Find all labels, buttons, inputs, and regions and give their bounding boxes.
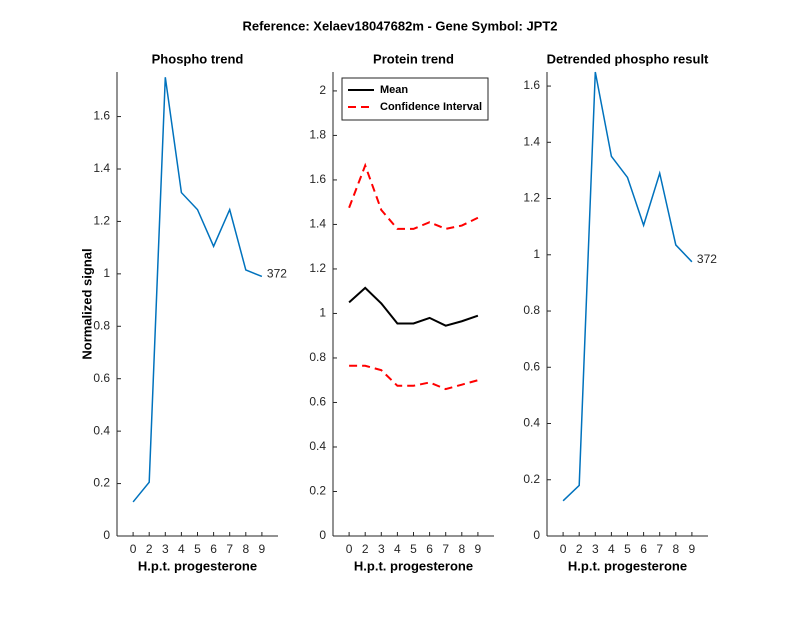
y-tick-label: 0	[319, 528, 326, 542]
x-tick-label: 7	[656, 542, 663, 556]
y-tick-label: 1	[103, 266, 110, 280]
y-tick-label: 1.2	[309, 261, 326, 275]
y-tick-label: 0.8	[309, 350, 326, 364]
x-tick-label: 3	[378, 542, 385, 556]
x-tick-label: 8	[672, 542, 679, 556]
y-tick-label: 0.8	[93, 318, 110, 332]
y-tick-label: 1.4	[93, 161, 110, 175]
axes-title: Protein trend	[373, 51, 454, 66]
y-tick-label: 0.8	[523, 303, 540, 317]
x-tick-label: 4	[608, 542, 615, 556]
x-tick-label: 0	[560, 542, 567, 556]
x-tick-label: 6	[640, 542, 647, 556]
y-tick-label: 0	[533, 528, 540, 542]
legend-label: Mean	[380, 84, 408, 96]
y-tick-label: 1.2	[93, 214, 110, 228]
x-axis-label: H.p.t. progesterone	[354, 558, 473, 573]
y-tick-label: 1.6	[523, 78, 540, 92]
y-tick-label: 2	[319, 83, 326, 97]
y-tick-label: 0.6	[309, 395, 326, 409]
x-tick-label: 9	[259, 542, 266, 556]
x-tick-label: 8	[458, 542, 465, 556]
x-tick-label: 9	[689, 542, 696, 556]
x-tick-label: 2	[362, 542, 369, 556]
axes-title: Phospho trend	[152, 51, 244, 66]
line-series	[349, 364, 479, 391]
line-series	[562, 71, 693, 502]
y-tick-label: 1.2	[523, 191, 540, 205]
axes-title: Detrended phospho result	[547, 51, 709, 66]
legend-label: Confidence Interval	[380, 101, 482, 113]
x-tick-label: 8	[242, 542, 249, 556]
y-tick-label: 1	[319, 306, 326, 320]
annotation: 372	[697, 252, 717, 266]
x-tick-label: 6	[210, 542, 217, 556]
x-tick-label: 4	[178, 542, 185, 556]
x-axis-label: H.p.t. progesterone	[138, 558, 257, 573]
y-tick-label: 1.6	[309, 172, 326, 186]
x-tick-label: 6	[426, 542, 433, 556]
line-series	[348, 286, 479, 327]
x-tick-label: 5	[624, 542, 631, 556]
x-tick-label: 7	[442, 542, 449, 556]
y-tick-label: 0.2	[309, 484, 326, 498]
x-tick-label: 0	[346, 542, 353, 556]
line-series	[348, 162, 479, 230]
y-tick-label: 0.4	[523, 416, 540, 430]
x-tick-label: 2	[146, 542, 153, 556]
y-tick-label: 1.8	[309, 128, 326, 142]
y-tick-label: 1.4	[309, 217, 326, 231]
line-series	[132, 77, 263, 503]
x-tick-label: 5	[194, 542, 201, 556]
x-tick-label: 5	[410, 542, 417, 556]
legend-box	[341, 77, 489, 121]
annotation: 372	[267, 267, 287, 281]
x-tick-label: 3	[162, 542, 169, 556]
x-tick-label: 4	[394, 542, 401, 556]
y-tick-label: 0.2	[93, 476, 110, 490]
x-tick-label: 2	[576, 542, 583, 556]
y-tick-label: 0.6	[523, 359, 540, 373]
x-axis-label: H.p.t. progesterone	[568, 558, 687, 573]
y-tick-label: 0.6	[93, 371, 110, 385]
x-tick-label: 7	[226, 542, 233, 556]
figure-title: Reference: Xelaev18047682m - Gene Symbol…	[242, 18, 557, 33]
x-tick-label: 3	[592, 542, 599, 556]
y-tick-label: 1	[533, 247, 540, 261]
y-axis-label: Normalized signal	[79, 248, 94, 359]
y-tick-label: 1.4	[523, 134, 540, 148]
y-tick-label: 0	[103, 528, 110, 542]
x-tick-label: 9	[475, 542, 482, 556]
y-tick-label: 0.2	[523, 472, 540, 486]
y-tick-label: 0.4	[309, 439, 326, 453]
y-tick-label: 1.6	[93, 109, 110, 123]
x-tick-label: 0	[130, 542, 137, 556]
y-tick-label: 0.4	[93, 423, 110, 437]
